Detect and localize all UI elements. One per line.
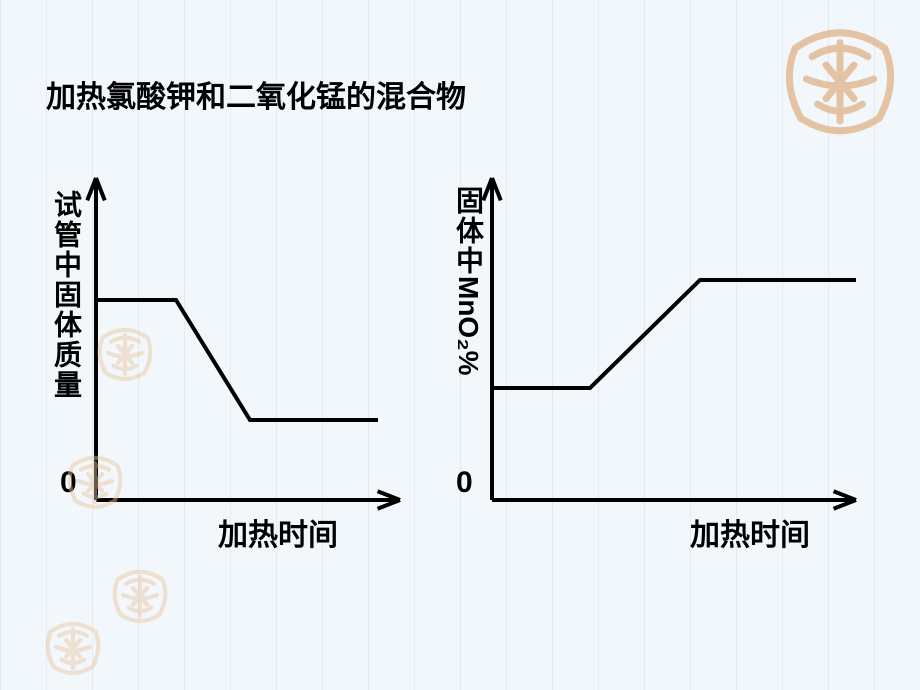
- chart2-xlabel: 加热时间: [690, 510, 810, 554]
- chart1-ylabel: 试管中固体质量: [46, 190, 86, 400]
- chart1-svg: [40, 170, 420, 520]
- chart2-origin: 0: [456, 466, 473, 500]
- chart-solid-mass: 试管中固体质量 0 加热时间: [40, 170, 420, 520]
- chart2-ylabel: 固体中MnO₂%: [448, 186, 488, 376]
- chart1-origin: 0: [60, 466, 77, 500]
- watermark-seal-corner: [770, 4, 910, 154]
- chart1-xlabel: 加热时间: [218, 510, 338, 554]
- page-title: 加热氯酸钾和二氧化锰的混合物: [46, 72, 466, 116]
- chart-mno2-percent: 固体中MnO₂% 0 加热时间: [440, 170, 870, 520]
- chart2-svg: [440, 170, 870, 520]
- watermark-seal: [38, 612, 108, 682]
- watermark-seal: [105, 560, 175, 630]
